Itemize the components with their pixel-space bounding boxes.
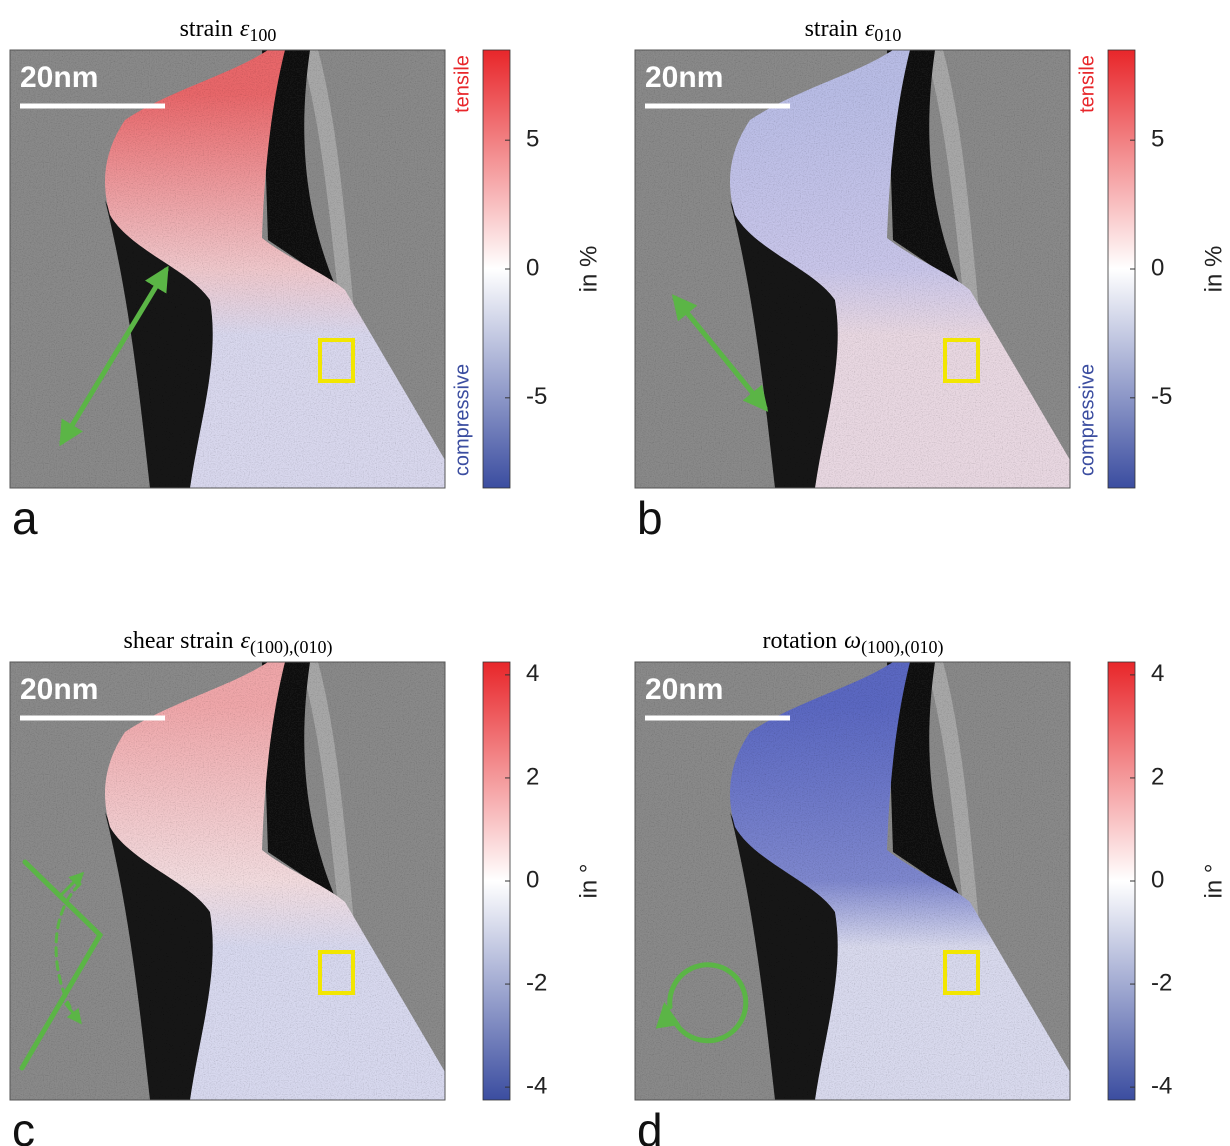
compressive-label: compressive bbox=[1076, 364, 1098, 476]
title-subscript: 010 bbox=[874, 25, 901, 45]
scale-bar-label: 20nm bbox=[20, 61, 98, 94]
colorbar-tick-label: 5 bbox=[526, 126, 539, 153]
colorbar-tick-label: 0 bbox=[526, 866, 539, 893]
title-text: shear strain bbox=[124, 628, 234, 654]
colorbar-tick-label: -5 bbox=[1151, 383, 1172, 410]
micrograph bbox=[635, 50, 1070, 488]
panel: 20nm rotation ω(100),(010) 4 2 0 -2 -4 in ° d bbox=[635, 628, 1227, 1146]
colorbar-tick-label: 0 bbox=[1151, 866, 1164, 893]
title-subscript: (100),(010) bbox=[250, 637, 332, 658]
tensile-label: tensile bbox=[1076, 55, 1098, 113]
unit-label: in % bbox=[575, 246, 602, 293]
colorbar-tick-label: 2 bbox=[1151, 763, 1164, 790]
unit-label: in ° bbox=[575, 864, 602, 899]
micrograph bbox=[635, 662, 1070, 1100]
colorbar-tick-label: 5 bbox=[1151, 126, 1164, 153]
unit-label: in % bbox=[1200, 246, 1227, 293]
scale-bar-label: 20nm bbox=[645, 61, 723, 94]
colorbar-tick-label: -2 bbox=[526, 969, 547, 996]
title-text: strain bbox=[805, 16, 858, 42]
tensile-label: tensile bbox=[451, 55, 473, 113]
colorbar-tick-label: -5 bbox=[526, 383, 547, 410]
figure: 20nm strainε100 5 0 -5 in % tensile compressive… bbox=[0, 0, 1230, 1146]
unit-label: in ° bbox=[1200, 864, 1227, 899]
colorbar-tick-label: 4 bbox=[1151, 660, 1164, 687]
scale-bar-label: 20nm bbox=[645, 673, 723, 706]
colorbar-tick-label: -4 bbox=[1151, 1072, 1172, 1099]
colorbar-tick-label: -2 bbox=[1151, 969, 1172, 996]
colorbar-tick-label: 0 bbox=[1151, 254, 1164, 281]
colorbar-tick-label: 4 bbox=[526, 660, 539, 687]
colorbar-tick-label: -4 bbox=[526, 1072, 547, 1099]
panel-letter: d bbox=[637, 1104, 663, 1146]
compressive-label: compressive bbox=[451, 364, 473, 476]
colorbar-tick-label: 0 bbox=[526, 254, 539, 281]
title-text: rotation bbox=[762, 628, 837, 654]
panel-letter: a bbox=[12, 492, 38, 544]
panel-letter: b bbox=[637, 492, 663, 544]
title-subscript: (100),(010) bbox=[861, 637, 943, 658]
title-symbol: ω bbox=[844, 628, 861, 654]
rotation-arrow bbox=[665, 1007, 667, 1020]
panel-title: rotation ω(100),(010) bbox=[762, 628, 943, 659]
title-subscript: 100 bbox=[249, 25, 276, 45]
colorbar-tick-label: 2 bbox=[526, 763, 539, 790]
panel-letter: c bbox=[12, 1104, 35, 1146]
scale-bar-label: 20nm bbox=[20, 673, 98, 706]
title-text: strain bbox=[180, 16, 233, 42]
